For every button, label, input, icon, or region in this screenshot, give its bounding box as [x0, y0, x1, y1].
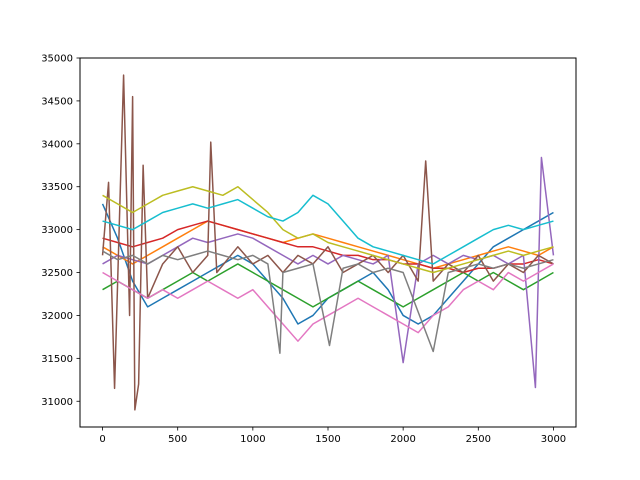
series-line-7 — [102, 263, 554, 342]
series-line-8 — [102, 250, 554, 354]
x-axis: 0 500 1000 1500 2000 2500 3000 — [99, 427, 566, 445]
x-tick-label: 500 — [168, 434, 187, 445]
series-line-10 — [102, 194, 554, 265]
series-layer — [101, 74, 555, 411]
y-tick-label: 34000 — [41, 139, 73, 150]
series-line-9 — [102, 185, 554, 274]
x-tick-label: 2500 — [466, 434, 491, 445]
y-axis: 31000 31500 32000 32500 33000 33500 34000 34500… — [41, 54, 80, 408]
y-tick-label: 31000 — [41, 397, 73, 408]
y-tick-label: 31500 — [41, 354, 73, 365]
x-tick-label: 0 — [99, 434, 105, 445]
x-tick-label: 2000 — [390, 434, 415, 445]
x-tick-label: 1500 — [315, 434, 340, 445]
y-tick-label: 33000 — [41, 225, 73, 236]
y-tick-label: 33500 — [41, 182, 73, 193]
y-tick-label: 32500 — [41, 268, 73, 279]
x-tick-label: 3000 — [541, 434, 566, 445]
y-tick-label: 35000 — [41, 54, 73, 65]
series-line-4 — [102, 220, 554, 274]
y-tick-label: 34500 — [41, 96, 73, 107]
y-tick-label: 32000 — [41, 311, 73, 322]
x-tick-label: 1000 — [240, 434, 265, 445]
